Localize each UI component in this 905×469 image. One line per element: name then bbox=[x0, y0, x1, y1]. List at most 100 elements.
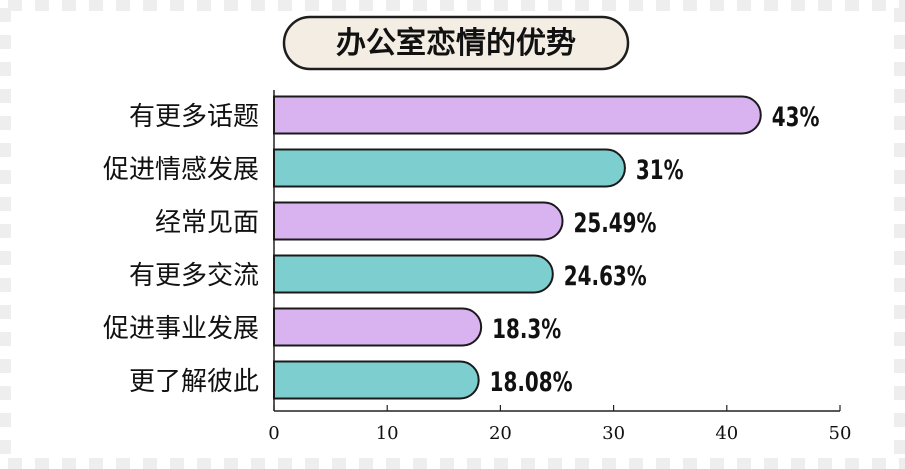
frame-dash bbox=[251, 0, 265, 11]
frame-dash bbox=[8, 458, 22, 469]
frame-dash bbox=[494, 0, 508, 11]
frame-dash bbox=[197, 0, 211, 11]
frame-dash bbox=[467, 0, 481, 11]
frame-dash bbox=[8, 0, 22, 11]
frame-dash bbox=[521, 458, 535, 469]
frame-dash bbox=[894, 413, 905, 427]
frame-dash bbox=[899, 458, 905, 469]
frame-dash bbox=[278, 458, 292, 469]
frame-dash bbox=[35, 0, 49, 11]
value-label: 31% bbox=[636, 154, 684, 186]
frame-dash bbox=[548, 0, 562, 11]
frame-dash bbox=[894, 359, 905, 373]
frame-dash bbox=[332, 458, 346, 469]
frame-dash bbox=[683, 0, 697, 11]
frame-dash bbox=[224, 0, 238, 11]
frame-dash bbox=[656, 0, 670, 11]
frame-dash bbox=[602, 0, 616, 11]
bar bbox=[273, 360, 480, 400]
frame-dash bbox=[894, 440, 905, 454]
frame-dash bbox=[0, 197, 11, 211]
frame-dash bbox=[899, 0, 905, 11]
bar bbox=[273, 201, 564, 241]
frame-dash bbox=[894, 8, 905, 22]
frame-dash bbox=[0, 143, 11, 157]
frame-dash bbox=[894, 170, 905, 184]
frame-dash bbox=[0, 170, 11, 184]
frame-dash bbox=[467, 458, 481, 469]
frame-dash bbox=[440, 458, 454, 469]
frame-dash bbox=[224, 458, 238, 469]
frame-dash bbox=[35, 458, 49, 469]
frame-dash bbox=[0, 386, 11, 400]
frame-dash bbox=[894, 116, 905, 130]
frame-dash bbox=[894, 332, 905, 346]
frame-dash bbox=[440, 0, 454, 11]
frame-dash bbox=[0, 278, 11, 292]
frame-dash bbox=[143, 458, 157, 469]
frame-dash bbox=[116, 0, 130, 11]
frame-dash bbox=[0, 440, 11, 454]
value-labels: 43% 31% 25.49% 24.63%18.3% 18.08% bbox=[490, 101, 820, 398]
frame-dash bbox=[845, 0, 859, 11]
frame-dash bbox=[548, 458, 562, 469]
frame-dash bbox=[359, 458, 373, 469]
frame-dash bbox=[386, 458, 400, 469]
frame-dash bbox=[332, 0, 346, 11]
frame-dash bbox=[656, 458, 670, 469]
x-tick-label: 20 bbox=[489, 423, 512, 444]
x-tick-label: 10 bbox=[376, 423, 399, 444]
frame-dash bbox=[894, 35, 905, 49]
frame-dash bbox=[0, 89, 11, 103]
frame-dash bbox=[413, 458, 427, 469]
title-pill-background bbox=[282, 15, 630, 71]
chart-title: 办公室恋情的优势 bbox=[336, 26, 576, 61]
category-label: 促进事业发展 bbox=[103, 314, 259, 344]
value-label: 18.08% bbox=[490, 366, 573, 398]
category-label: 促进情感发展 bbox=[103, 155, 259, 185]
frame-dash bbox=[894, 89, 905, 103]
bar bbox=[273, 307, 483, 347]
frame-dash bbox=[894, 143, 905, 157]
bar bbox=[273, 148, 626, 188]
frame-dash bbox=[0, 224, 11, 238]
bars bbox=[273, 95, 762, 400]
frame-dash bbox=[305, 458, 319, 469]
frame-dash bbox=[170, 458, 184, 469]
frame-dash bbox=[737, 0, 751, 11]
frame-dash bbox=[305, 0, 319, 11]
frame-dash bbox=[62, 0, 76, 11]
value-label: 25.49% bbox=[574, 207, 657, 239]
frame-dash bbox=[737, 458, 751, 469]
frame-dash bbox=[894, 197, 905, 211]
frame-dash bbox=[197, 458, 211, 469]
x-tick-label: 0 bbox=[268, 423, 279, 444]
frame-dash bbox=[89, 458, 103, 469]
frame-dash bbox=[0, 62, 11, 76]
frame-dash bbox=[0, 332, 11, 346]
frame-dash bbox=[894, 224, 905, 238]
title-pill: 办公室恋情的优势 bbox=[282, 15, 630, 71]
frame-dash bbox=[764, 0, 778, 11]
axes: 0 10 20 30 40 50 bbox=[268, 90, 851, 444]
bar bbox=[273, 95, 762, 135]
value-label: 43% bbox=[772, 101, 820, 133]
frame-dash bbox=[818, 0, 832, 11]
frame-dash bbox=[0, 413, 11, 427]
frame-dash bbox=[386, 0, 400, 11]
frame-dash bbox=[0, 8, 11, 22]
frame-dash bbox=[872, 458, 886, 469]
frame-dash bbox=[629, 0, 643, 11]
value-label: 18.3% bbox=[492, 313, 561, 345]
frame-dash bbox=[894, 278, 905, 292]
frame-dash bbox=[143, 0, 157, 11]
frame-dash bbox=[872, 0, 886, 11]
frame-dash bbox=[791, 458, 805, 469]
frame-dash bbox=[494, 458, 508, 469]
x-tick-label: 40 bbox=[715, 423, 738, 444]
frame-dash bbox=[0, 116, 11, 130]
